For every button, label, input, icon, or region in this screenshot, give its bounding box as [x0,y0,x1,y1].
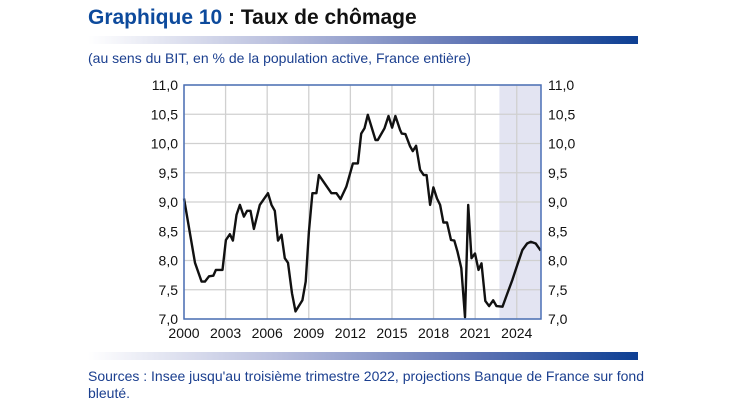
x-tick-label: 2006 [252,325,283,341]
x-tick-label: 2009 [293,325,324,341]
y-tick-label-left: 11,0 [152,77,178,93]
y-tick-label-right: 9,0 [548,194,568,210]
x-tick-label: 2024 [501,325,532,341]
plot-frame [183,84,542,320]
x-tick-label: 2015 [376,325,407,341]
y-tick-label-left: 8,0 [159,253,179,269]
x-tick-label: 2018 [418,325,449,341]
title-number: Graphique 10 [88,6,223,29]
y-tick-label-right: 10,0 [548,136,575,152]
y-tick-label-right: 8,0 [548,253,568,269]
y-tick-label-left: 7,5 [159,282,179,298]
x-tick-label: 2012 [335,325,366,341]
x-tick-label: 2021 [460,325,491,341]
y-tick-label-left: 8,5 [159,223,179,239]
x-tick-label: 2000 [168,325,199,341]
y-tick-label-left: 9,0 [159,194,179,210]
grid [183,84,541,320]
title-text: : Taux de chômage [222,6,417,29]
y-tick-label-left: 9,5 [159,165,179,181]
y-tick-label-right: 11,0 [548,77,574,93]
header-divider [88,36,638,44]
y-tick-label-right: 10,5 [548,106,575,122]
y-tick-label-right: 8,5 [548,223,568,239]
footer-divider [88,352,638,360]
y-tick-label-right: 7,0 [548,311,568,327]
y-tick-label-right: 9,5 [548,165,568,181]
y-tick-label-left: 7,0 [159,311,179,327]
y-tick-label-left: 10,5 [151,106,178,122]
series-line [182,113,542,319]
y-tick-label-left: 10,0 [151,136,178,152]
x-tick-label: 2003 [210,325,241,341]
y-tick-label-right: 7,5 [548,282,568,298]
chart-title: Graphique 10 : Taux de chômage [88,6,417,30]
sources-note: Sources : Insee jusqu'au troisième trime… [88,368,644,401]
chart-subtitle: (au sens du BIT, en % de la population a… [88,50,471,66]
